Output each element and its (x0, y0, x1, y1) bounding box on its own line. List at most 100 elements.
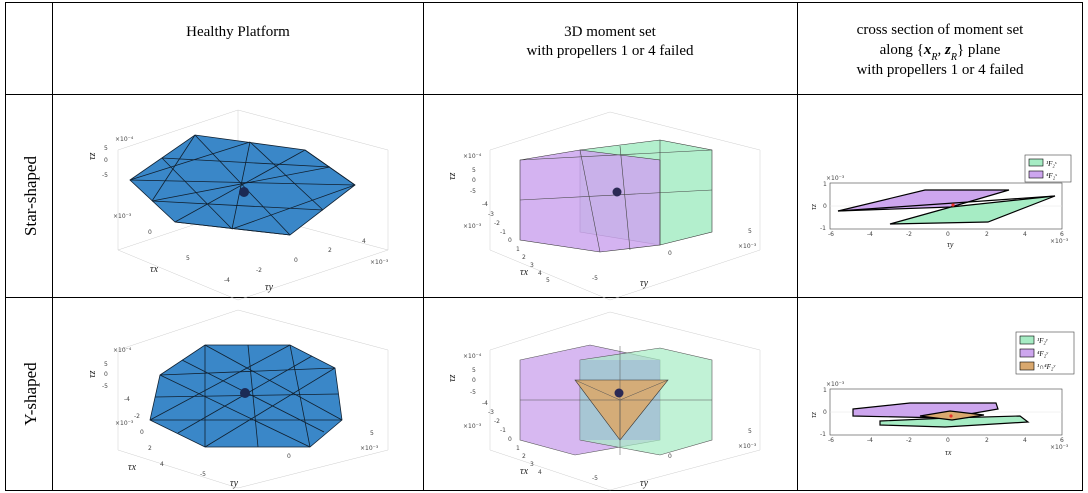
x-tick: 0 (140, 429, 144, 436)
y-tick: 1 (823, 181, 827, 188)
plot-star-healthy: ×10⁻⁴ τz 5 0 -5 ×10⁻³ 0 5 τx -4 -2 0 2 4… (87, 109, 389, 301)
tau-z-label: τz (809, 203, 818, 210)
y-exp: ×10⁻³ (360, 445, 379, 452)
tau-y-label: τy (265, 282, 274, 293)
y-tick: 1 (823, 387, 827, 394)
x-tick: -3 (488, 211, 494, 218)
x-tick: 4 (538, 469, 542, 476)
x-exp: ×10⁻³ (1050, 444, 1069, 451)
y-tick: 0 (823, 203, 827, 210)
x-tick: -3 (488, 409, 494, 416)
legend-entry: ¹F₂ˢ (1046, 160, 1057, 168)
z-exp: ×10⁻⁴ (113, 347, 132, 354)
y-tick: -2 (256, 267, 262, 274)
x-tick: 1 (516, 445, 520, 452)
legend-entry: ¹F₂ʸ (1037, 337, 1049, 345)
x-tick: 6 (1060, 437, 1064, 444)
y-tick: 5 (748, 228, 752, 235)
y-exp: ×10⁻³ (826, 381, 845, 388)
x-tick: -1 (500, 427, 506, 434)
header-healthy-platform: Healthy Platform (186, 24, 290, 40)
tau-z-label: τz (447, 172, 458, 180)
x-tick: 3 (530, 461, 534, 468)
x-tick: -1 (500, 229, 506, 236)
x-tick: 6 (1060, 231, 1064, 238)
tau-z-label: τz (87, 370, 98, 378)
origin-dot (949, 414, 953, 418)
y-tick: 5 (370, 430, 374, 437)
x-tick: 2 (522, 453, 526, 460)
x-tick: -2 (134, 413, 140, 420)
y-tick: -5 (200, 471, 206, 478)
tau-x-label: τx (150, 264, 159, 275)
x-tick: 2 (148, 445, 152, 452)
tau-y-label: τy (640, 278, 649, 289)
legend-entry: ¹∩⁴F₂ʸ (1037, 363, 1056, 371)
x-tick: -4 (867, 437, 873, 444)
x-tick: 0 (148, 229, 152, 236)
x-tick: 0 (946, 437, 950, 444)
tau-z-label: τz (809, 411, 818, 418)
x-tick: 0 (946, 231, 950, 238)
tau-x-label: τx (520, 466, 529, 477)
header-cross-section-line2: along {xR, zR} plane (880, 42, 1001, 63)
tau-x-label: τx (945, 448, 952, 457)
y-tick: 0 (287, 453, 291, 460)
z-tick: -5 (102, 172, 108, 179)
x-exp: ×10⁻³ (115, 420, 134, 427)
z-tick: 0 (472, 377, 476, 384)
y-tick: 0 (823, 409, 827, 416)
plot-star-moment3d: ×10⁻⁴ τz 5 0 -5 ×10⁻³ -4 -3 -2 -1 0 1 2 … (447, 111, 761, 301)
header-cross-section-line1: cross section of moment set (857, 22, 1024, 38)
y-tick: -4 (224, 277, 230, 284)
y-tick: 0 (668, 453, 672, 460)
tau-z-label: τz (447, 374, 458, 382)
y-tick: -5 (592, 475, 598, 482)
table-grid (5, 2, 1083, 491)
x-tick: -2 (494, 418, 500, 425)
z-exp: ×10⁻⁴ (463, 353, 482, 360)
center-dot (240, 388, 250, 398)
x-tick: -2 (906, 231, 912, 238)
center-dot (612, 187, 622, 197)
y-tick: 4 (362, 238, 366, 245)
center-dot (239, 187, 249, 197)
z-tick: 0 (472, 177, 476, 184)
z-tick: 5 (104, 361, 108, 368)
z-tick: 5 (104, 145, 108, 152)
x-tick: -6 (828, 437, 834, 444)
z-tick: -5 (470, 188, 476, 195)
y-exp: ×10⁻³ (370, 259, 389, 266)
plot-y-healthy: ×10⁻⁴ τz 5 0 -5 ×10⁻³ -4 -2 0 2 4 τx -5 … (87, 309, 389, 489)
x-exp: ×10⁻³ (113, 213, 132, 220)
z-exp: ×10⁻⁴ (463, 153, 482, 160)
z-tick: 0 (104, 371, 108, 378)
header-cross-section-line3: with propellers 1 or 4 failed (856, 62, 1024, 78)
x-tick: -4 (482, 201, 488, 208)
x-tick: -2 (494, 220, 500, 227)
x-tick: 4 (1023, 231, 1027, 238)
header-3d-moment-line1: 3D moment set (564, 24, 656, 40)
y-tick: 5 (748, 428, 752, 435)
y-exp: ×10⁻³ (738, 243, 757, 250)
legend-entry: ⁴F₂ʸ (1037, 350, 1049, 358)
y-tick: 2 (328, 247, 332, 254)
tau-y-label: τy (640, 478, 649, 489)
z-tick: 5 (472, 167, 476, 174)
tau-x-label: τx (128, 462, 137, 473)
y-tick: -5 (592, 275, 598, 282)
x-tick: 0 (508, 237, 512, 244)
row-label-star-shaped: Star-shaped (21, 156, 40, 236)
y-exp: ×10⁻³ (826, 175, 845, 182)
x-tick: 2 (985, 437, 989, 444)
x-tick: -2 (906, 437, 912, 444)
plot-y-cross: ×10⁻³ 1 0 -1 τz -6 -4 -2 0 2 4 6 ×10⁻³ τ… (809, 331, 1075, 457)
plot-star-cross: ×10⁻³ 1 0 -1 τz -6 -4 -2 0 2 4 6 ×10⁻³ τ… (809, 154, 1072, 249)
y-tick: 0 (294, 257, 298, 264)
tau-x-label: τx (520, 267, 529, 278)
x-tick: -6 (828, 231, 834, 238)
x-tick: 4 (538, 270, 542, 277)
header-3d-moment-line2: with propellers 1 or 4 failed (526, 43, 694, 59)
z-tick: 5 (472, 367, 476, 374)
legend: ¹F₂ˢ ⁴F₂ˢ (1024, 154, 1072, 183)
